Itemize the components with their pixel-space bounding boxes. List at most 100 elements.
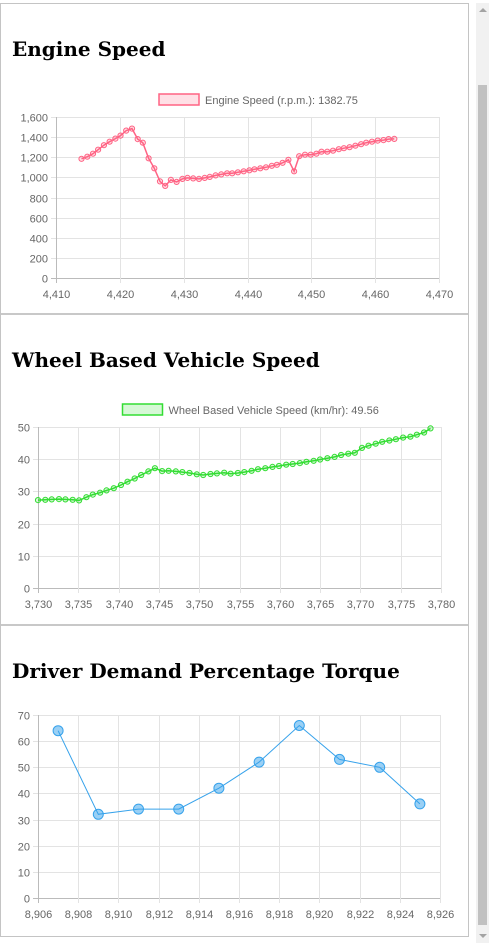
data-point [413,431,420,438]
data-point [117,481,125,489]
data-point [379,438,386,445]
x-tick-label: 4,420 [107,289,135,301]
data-point [400,434,407,441]
data-point [95,146,102,153]
y-tick-label: 40 [18,455,30,467]
engine-speed-title: Engine Speed [12,37,166,61]
y-tick-label: 10 [18,868,30,880]
vertical-scrollbar[interactable] [476,3,489,943]
data-point [386,437,393,444]
data-point [190,175,197,182]
data-point [42,496,49,503]
data-point [131,475,138,482]
data-point [139,139,146,146]
data-point [296,153,303,160]
scroll-up-arrow-icon[interactable] [476,3,489,17]
y-tick-label: 600 [30,214,48,226]
data-point [372,440,379,447]
data-point [89,491,96,498]
data-point [179,175,186,182]
data-point [78,155,85,162]
data-point [407,433,414,440]
x-tick-label: 3,760 [267,599,295,611]
data-point [123,127,130,134]
data-point [318,148,325,155]
data-point [172,468,179,475]
data-point [221,469,228,476]
data-point [165,467,172,474]
y-tick-label: 20 [18,842,30,854]
data-point [138,471,145,479]
y-tick-label: 200 [30,254,48,266]
data-point [335,146,342,153]
y-tick-label: 0 [42,274,48,286]
data-point [241,469,248,476]
data-point [227,470,234,477]
scroll-down-arrow-icon[interactable] [476,929,489,943]
data-point [48,496,55,503]
x-tick-label: 4,440 [235,289,263,301]
x-tick-label: 8,912 [146,909,174,921]
data-point [207,470,214,478]
data-point [296,460,303,467]
x-tick-label: 3,740 [106,599,134,611]
data-point [92,808,104,820]
x-tick-label: 8,926 [427,909,455,921]
data-point [145,468,152,475]
y-tick-label: 10 [18,552,30,564]
x-tick-label: 8,910 [105,909,133,921]
data-point [329,147,337,154]
x-tick-label: 8,918 [266,909,294,921]
data-point [212,172,219,179]
data-point [392,436,399,443]
x-tick-label: 8,908 [65,909,93,921]
data-point [262,465,269,472]
vehicle-speed-chart: 0 10 20 30 40 50 3,730 3,735 3,740 3,745 3,750 3,75… [18,403,455,611]
data-point [324,148,331,155]
vehicle-speed-title: Wheel Based Vehicle Speed [12,348,320,372]
series-line [57,724,421,815]
data-point [112,135,119,142]
data-point [34,497,42,504]
x-tick-label: 3,755 [227,599,255,611]
data-point [324,455,331,462]
y-tick-label: 30 [18,816,30,828]
chart-legend: Engine Speed (r.p.m.): 1382.75 [158,93,358,107]
data-point [218,171,225,178]
data-point [162,182,169,189]
x-tick-label: 8,924 [387,909,415,921]
data-point [363,139,370,146]
data-point [173,178,180,185]
legend-swatch [158,93,200,106]
data-point [427,425,434,432]
data-point [100,142,108,149]
data-point [346,144,353,151]
data-point [368,138,376,145]
x-tick-label: 4,460 [362,289,390,301]
y-tick-label: 800 [30,194,48,206]
scrollbar-thumb[interactable] [478,85,487,925]
data-point [134,136,141,143]
data-point [200,471,207,479]
y-tick-label: 0 [24,584,30,596]
data-point [257,165,264,172]
x-tick-label: 8,920 [306,909,334,921]
data-point [273,161,280,168]
data-point [358,444,366,451]
data-point [97,489,104,496]
y-tick-label: 1,600 [20,113,48,125]
panel-divider [1,313,468,315]
data-point [345,450,352,457]
x-tick-label: 4,450 [298,289,326,301]
data-point [110,485,117,492]
x-tick-label: 4,470 [426,289,454,301]
data-point [213,782,225,794]
data-point [374,761,386,773]
engine-speed-panel: Engine Speed 0 200 400 600 800 1,000 1,200 1,40… [1,4,468,314]
data-point [124,478,131,485]
x-tick-label: 8,922 [347,909,375,921]
data-point [358,141,365,148]
data-point [179,469,186,476]
data-point [52,725,64,737]
data-point [293,720,305,731]
